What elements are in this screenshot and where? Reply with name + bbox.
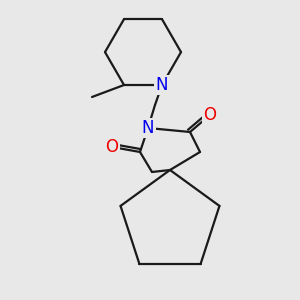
Text: N: N xyxy=(142,119,154,137)
Text: N: N xyxy=(156,76,168,94)
Text: O: O xyxy=(203,106,217,124)
Text: O: O xyxy=(106,138,118,156)
